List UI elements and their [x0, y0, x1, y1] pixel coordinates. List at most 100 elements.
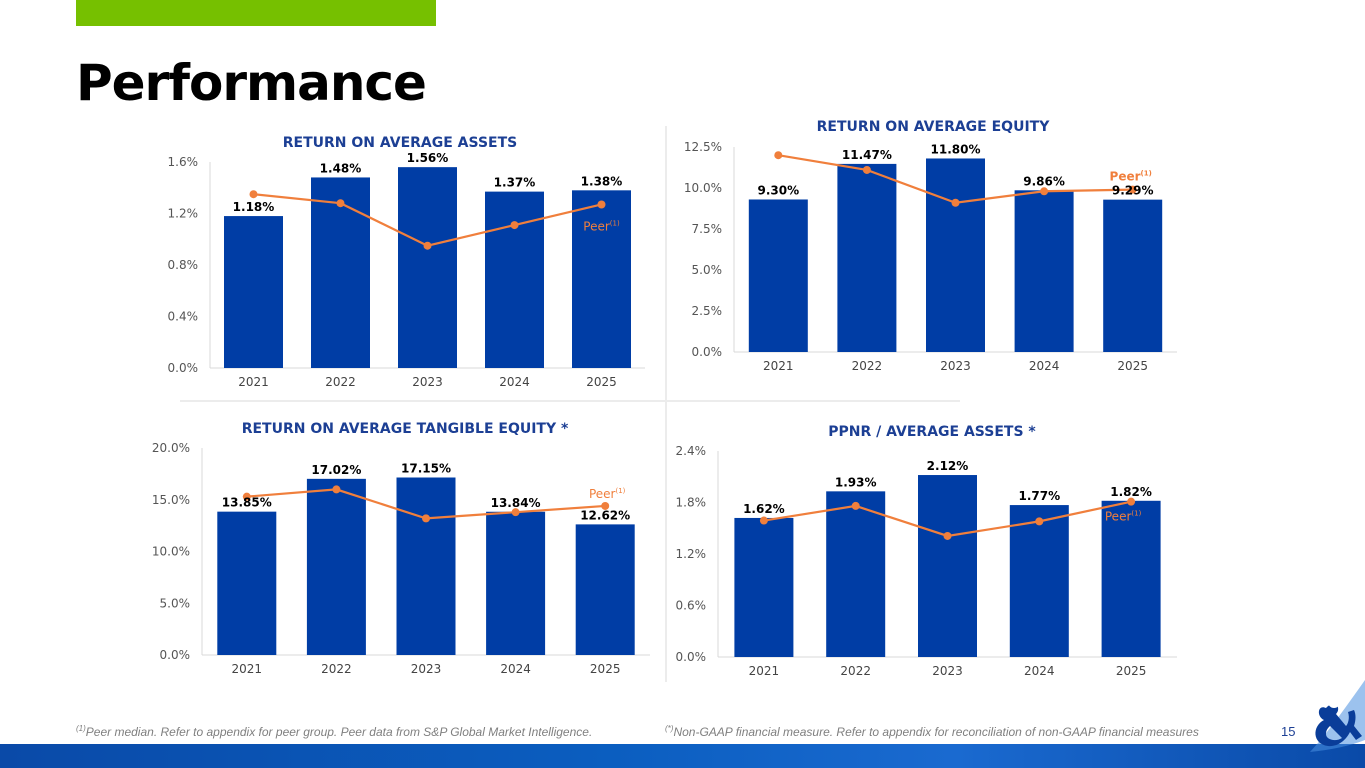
peer-point [423, 241, 432, 250]
peer-point [597, 200, 606, 209]
data-label: 1.56% [407, 151, 449, 165]
bar [1014, 190, 1074, 352]
vertical-divider [665, 126, 667, 682]
x-tick-label: 2025 [590, 662, 621, 676]
data-label: 1.93% [835, 475, 877, 489]
footnote-peer-marker: (1) [76, 724, 86, 733]
peer-point [1127, 497, 1136, 506]
bar [485, 191, 544, 368]
data-label: 9.29% [1112, 184, 1154, 198]
y-tick-label: 1.2% [168, 207, 199, 221]
bar [837, 163, 897, 352]
chart-return-on-average-tangible-equity: RETURN ON AVERAGE TANGIBLE EQUITY * 0.0% 5… [152, 421, 650, 676]
bar [311, 177, 370, 368]
chart-return-on-average-assets: RETURN ON AVERAGE ASSETS 0.0% 0.4% 0.8% 1.2%… [168, 135, 645, 389]
y-tick-label: 10.0% [684, 181, 722, 195]
x-tick-label: 2023 [412, 375, 443, 389]
data-label: 1.38% [581, 174, 623, 188]
brand-ampersand-logo [1310, 680, 1365, 752]
bar [748, 199, 808, 352]
footer-band [0, 744, 1365, 768]
peer-point [510, 221, 519, 230]
footnote-peer-text: Peer median. Refer to appendix for peer … [85, 725, 593, 739]
x-tick-label: 2022 [840, 664, 871, 678]
x-tick-label: 2023 [940, 359, 971, 373]
data-label: 1.62% [743, 502, 785, 516]
bar [1103, 199, 1163, 352]
y-tick-label: 5.0% [160, 596, 191, 610]
data-label: 12.62% [580, 508, 630, 522]
y-tick-label: 0.8% [168, 258, 199, 272]
bar [826, 491, 886, 657]
peer-point [511, 508, 520, 517]
bar [398, 167, 457, 368]
y-tick-label: 0.4% [168, 310, 199, 324]
y-tick-label: 0.0% [676, 650, 707, 664]
data-label: 9.86% [1023, 174, 1065, 188]
y-tick-label: 12.5% [684, 140, 722, 154]
peer-point [242, 492, 251, 501]
bar [306, 478, 366, 655]
data-label: 9.30% [757, 183, 799, 197]
y-tick-label: 1.8% [676, 496, 707, 510]
horizontal-divider [180, 400, 960, 402]
data-label: 2.12% [927, 459, 969, 473]
footnote-peer: (1)Peer median. Refer to appendix for pe… [76, 724, 592, 739]
data-label: 1.18% [233, 200, 275, 214]
peer-label: Peer(1) [1105, 510, 1142, 524]
x-tick-label: 2021 [238, 375, 269, 389]
peer-point [1128, 185, 1137, 194]
y-tick-label: 0.6% [676, 599, 707, 613]
x-tick-label: 2024 [499, 375, 530, 389]
peer-point [851, 501, 860, 510]
chart-title: PPNR / AVERAGE ASSETS * [828, 424, 1036, 440]
page-number: 15 [1281, 724, 1296, 739]
bar [1009, 505, 1069, 657]
peer-label: Peer(1) [589, 487, 626, 501]
peer-point [422, 514, 430, 523]
accent-bar [76, 0, 436, 26]
data-label: 1.48% [320, 161, 362, 175]
bar [217, 511, 277, 655]
peer-point [1040, 187, 1049, 196]
footnote-non-gaap: (*)Non-GAAP financial measure. Refer to … [665, 724, 1199, 739]
x-tick-label: 2025 [586, 375, 617, 389]
y-tick-label: 1.6% [168, 155, 199, 169]
bar [926, 158, 985, 352]
data-label: 1.82% [1110, 485, 1152, 499]
y-tick-label: 15.0% [152, 493, 190, 507]
x-tick-label: 2023 [411, 662, 442, 676]
bar [734, 517, 794, 657]
footnote-non-gaap-marker: (*) [665, 724, 674, 733]
x-tick-label: 2023 [932, 664, 963, 678]
peer-point [943, 531, 952, 540]
peer-point [759, 516, 768, 525]
x-tick-label: 2024 [500, 662, 531, 676]
chart-title: RETURN ON AVERAGE TANGIBLE EQUITY * [242, 421, 569, 437]
x-tick-label: 2021 [749, 664, 780, 678]
data-label: 13.85% [222, 496, 272, 510]
chart-title: RETURN ON AVERAGE EQUITY [817, 119, 1051, 135]
peer-point [774, 151, 783, 160]
y-tick-label: 2.4% [676, 444, 707, 458]
x-tick-label: 2025 [1116, 664, 1147, 678]
x-tick-label: 2024 [1029, 359, 1060, 373]
data-label: 13.84% [491, 496, 541, 510]
peer-label: Peer(1) [583, 219, 620, 233]
bar [1101, 500, 1161, 657]
bar [224, 216, 283, 368]
x-tick-label: 2021 [763, 359, 794, 373]
data-label: 17.15% [401, 461, 451, 475]
bar [918, 475, 977, 657]
x-tick-label: 2022 [321, 662, 352, 676]
x-tick-label: 2022 [325, 375, 356, 389]
footnote-non-gaap-text: Non-GAAP financial measure. Refer to app… [673, 725, 1199, 739]
page-title: Performance [76, 54, 427, 112]
x-tick-label: 2021 [232, 662, 263, 676]
y-tick-label: 0.0% [692, 345, 723, 359]
bar [575, 524, 635, 655]
y-tick-label: 2.5% [692, 304, 723, 318]
peer-point [951, 198, 960, 207]
peer-point [601, 501, 610, 510]
y-tick-label: 1.2% [676, 547, 707, 561]
